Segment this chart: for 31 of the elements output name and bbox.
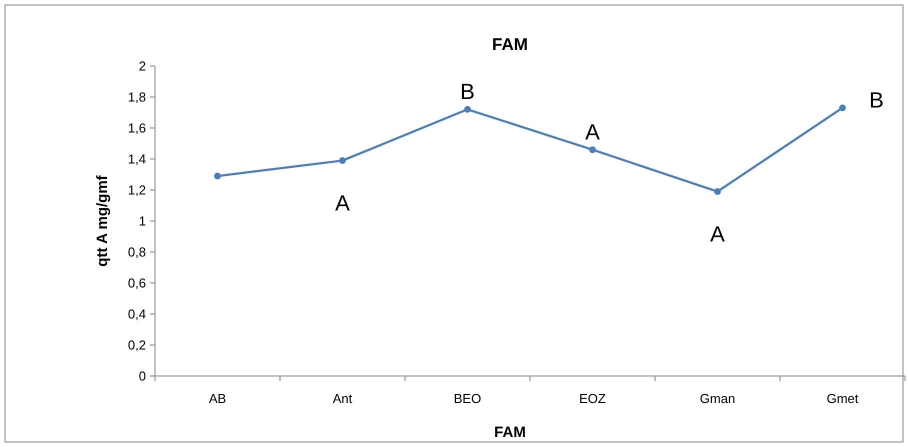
point: [839, 104, 846, 112]
data-label: A: [710, 221, 726, 246]
y-tick-label: 0,4: [128, 306, 146, 322]
y-tick-label: 1,4: [128, 152, 146, 167]
y-tick-label: 0,8: [128, 244, 146, 260]
y-tick-label: 0,2: [128, 338, 146, 353]
y-tick-label: 1,6: [128, 120, 146, 136]
y-tick-label: 0,6: [128, 276, 146, 291]
y-tick-label: 1: [138, 214, 146, 229]
x-tick-label: AB: [208, 391, 226, 406]
point: [714, 188, 721, 195]
point: [464, 106, 471, 113]
x-tick-label: Gmet: [826, 391, 859, 406]
y-tick-label: 1,8: [128, 90, 146, 105]
x-tick-label: Ant: [332, 391, 353, 406]
y-tick-label: 2: [138, 58, 146, 74]
y-axis-title: qtt A mg/gmf: [94, 174, 111, 267]
point: [339, 157, 346, 164]
y-tick-label: 1,2: [128, 182, 146, 198]
x-tick-label: BEO: [454, 391, 482, 406]
data-label: B: [460, 79, 475, 104]
point: [589, 146, 596, 154]
y-tick-label: 0: [138, 368, 146, 384]
data-label: B: [869, 88, 884, 113]
x-tick-label: Gman: [700, 391, 736, 406]
point: [214, 172, 221, 180]
chart-title: FAM: [492, 35, 528, 54]
x-tick-label: EOZ: [579, 391, 606, 406]
data-label: A: [335, 190, 350, 216]
x-axis-title: FAM: [494, 424, 526, 441]
data-label: A: [585, 119, 600, 144]
